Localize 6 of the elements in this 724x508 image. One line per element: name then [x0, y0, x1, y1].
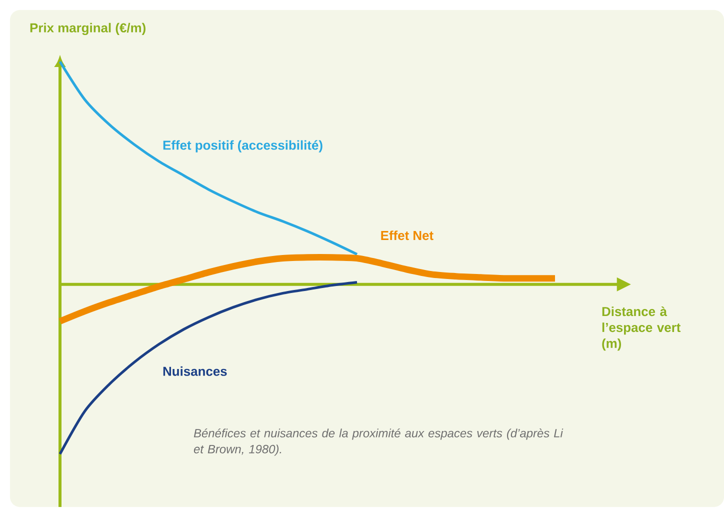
x-axis-title: Distance à l’espace vert (m): [602, 306, 681, 350]
y-axis-title: Prix marginal (€/m): [30, 22, 146, 35]
annotation: Bénéfices et nuisances de la proximité aux espaces verts (d’après Li et Brown, 1980).: [194, 428, 564, 456]
series-label: Effet positif (accessibilité): [163, 140, 322, 152]
series-label: Effet Net: [381, 230, 434, 240]
series-label: Nuisances: [163, 366, 227, 376]
